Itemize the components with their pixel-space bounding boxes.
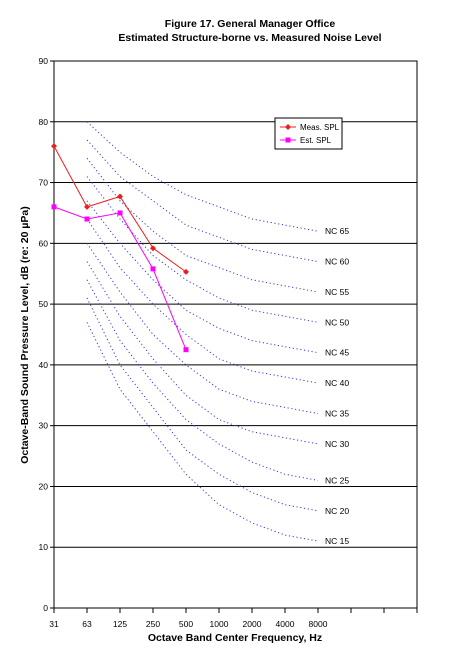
series-line — [54, 146, 186, 272]
data-point — [85, 217, 90, 222]
x-tick-label: 63 — [82, 619, 92, 629]
y-tick-label: 90 — [39, 56, 49, 66]
nc-curve-label: NC 60 — [325, 257, 349, 267]
nc-curve — [87, 158, 318, 292]
nc-curve — [87, 243, 318, 413]
data-point — [52, 204, 57, 209]
nc-curve — [87, 201, 318, 353]
y-tick-label: 10 — [39, 542, 49, 552]
data-point — [117, 194, 123, 200]
x-tick-label: 31 — [49, 619, 59, 629]
x-tick-label: 2000 — [243, 619, 262, 629]
x-tick-label: 250 — [146, 619, 160, 629]
y-tick-label: 40 — [39, 360, 49, 370]
data-point — [51, 143, 57, 149]
data-point — [84, 204, 90, 210]
y-axis-title: Octave-Band Sound Pressure Level, dB (re… — [19, 206, 31, 464]
x-tick-label: 8000 — [309, 619, 328, 629]
x-axis-title: Octave Band Center Frequency, Hz — [148, 632, 322, 644]
plot-frame — [54, 61, 417, 608]
legend-label: Est. SPL — [300, 136, 332, 145]
y-tick-label: 30 — [39, 421, 49, 431]
y-tick-label: 0 — [43, 603, 48, 613]
x-tick-label: 4000 — [276, 619, 295, 629]
series-line — [54, 207, 186, 350]
nc-curve-label: NC 25 — [325, 475, 349, 485]
y-tick-label: 80 — [39, 117, 49, 127]
chart-subtitle: Estimated Structure-borne vs. Measured N… — [118, 32, 381, 44]
y-tick-label: 50 — [39, 299, 49, 309]
nc-curve — [87, 322, 318, 541]
y-tick-label: 60 — [39, 238, 49, 248]
legend-marker — [286, 138, 291, 143]
y-tick-label: 20 — [39, 481, 49, 491]
x-tick-label: 500 — [179, 619, 193, 629]
nc-curve-label: NC 30 — [325, 439, 349, 449]
plot-area: 0 10 20 30 40 50 60 70 80 90 31 63 125 250 500 1000 2000… — [39, 56, 417, 629]
y-tick-label: 70 — [39, 178, 49, 188]
nc-curve — [87, 298, 318, 511]
nc-curve — [87, 280, 318, 481]
nc-curve-label: NC 45 — [325, 348, 349, 358]
data-point — [118, 210, 123, 215]
nc-curve-label: NC 20 — [325, 506, 349, 516]
nc-curve-label: NC 50 — [325, 317, 349, 327]
nc-curve-label: NC 15 — [325, 536, 349, 546]
data-point — [184, 347, 189, 352]
chart-title: Figure 17. General Manager Office — [165, 18, 336, 30]
x-tick-label: 1000 — [210, 619, 229, 629]
nc-curve-label: NC 55 — [325, 287, 349, 297]
legend-label: Meas. SPL — [300, 123, 340, 132]
data-point — [151, 266, 156, 271]
x-tick-label: 125 — [113, 619, 127, 629]
nc-curve-label: NC 40 — [325, 378, 349, 388]
nc-curve-label: NC 35 — [325, 409, 349, 419]
nc-curve — [87, 262, 318, 444]
nc-curve-label: NC 65 — [325, 226, 349, 236]
